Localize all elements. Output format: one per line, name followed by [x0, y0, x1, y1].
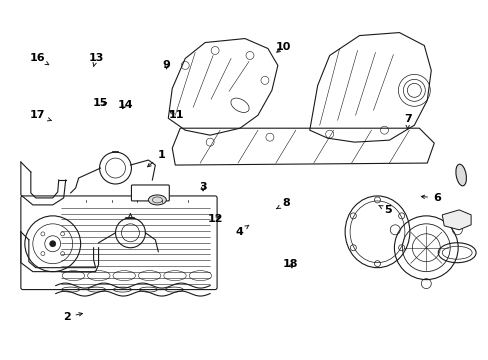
Text: 14: 14 — [117, 100, 133, 110]
Circle shape — [50, 241, 56, 247]
Text: 12: 12 — [207, 215, 223, 224]
Polygon shape — [441, 210, 470, 230]
Circle shape — [41, 232, 45, 236]
Ellipse shape — [455, 164, 466, 186]
Text: 3: 3 — [199, 182, 206, 192]
Text: 1: 1 — [147, 150, 165, 167]
Text: 11: 11 — [168, 111, 183, 121]
Text: 7: 7 — [403, 114, 411, 130]
Text: 13: 13 — [88, 53, 103, 66]
Text: 15: 15 — [93, 98, 108, 108]
Circle shape — [61, 252, 64, 256]
Text: 4: 4 — [235, 225, 248, 237]
Text: 10: 10 — [275, 42, 290, 52]
Text: 8: 8 — [276, 198, 289, 209]
Text: 2: 2 — [62, 312, 82, 322]
Text: 17: 17 — [30, 111, 51, 121]
Text: 5: 5 — [378, 206, 391, 216]
Text: 9: 9 — [163, 60, 170, 70]
Text: 6: 6 — [421, 193, 440, 203]
Ellipse shape — [148, 195, 166, 205]
Circle shape — [61, 232, 64, 236]
FancyBboxPatch shape — [131, 185, 169, 201]
Text: 18: 18 — [283, 259, 298, 269]
FancyBboxPatch shape — [21, 196, 217, 289]
Circle shape — [41, 252, 45, 256]
Text: 16: 16 — [30, 53, 49, 65]
